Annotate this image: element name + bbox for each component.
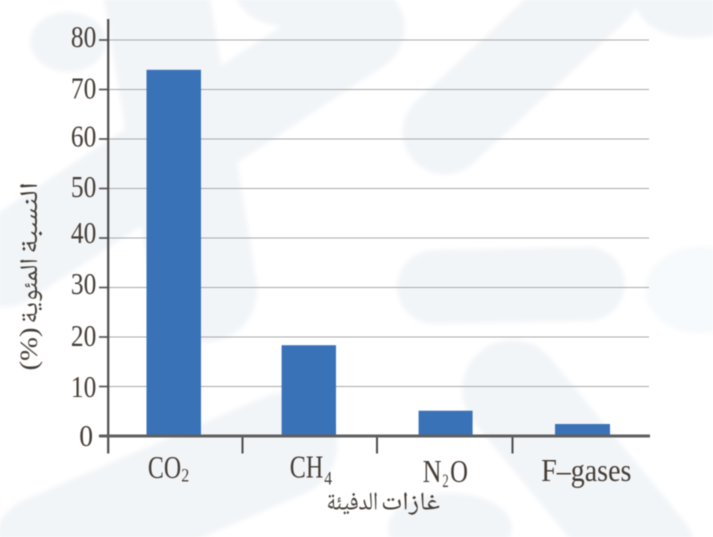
svg-text:50: 50 [71,169,96,204]
svg-text:2: 2 [442,471,448,492]
svg-text:O: O [450,453,468,489]
svg-text:10: 10 [71,369,96,404]
svg-text:30: 30 [71,266,96,301]
svg-text:40: 40 [71,215,96,250]
svg-text:N: N [423,453,442,489]
svg-text:0: 0 [79,418,93,453]
svg-text:60: 60 [71,119,96,154]
svg-text:F–gases: F–gases [541,452,631,488]
svg-text:70: 70 [71,70,96,105]
svg-text:2: 2 [181,466,189,487]
svg-text:20: 20 [71,318,96,353]
svg-text:(%): (%) [16,328,43,371]
svg-text:CH: CH [290,449,323,485]
svg-text:80: 80 [71,19,96,54]
svg-text:4: 4 [324,468,332,489]
svg-text:CO: CO [148,449,181,485]
